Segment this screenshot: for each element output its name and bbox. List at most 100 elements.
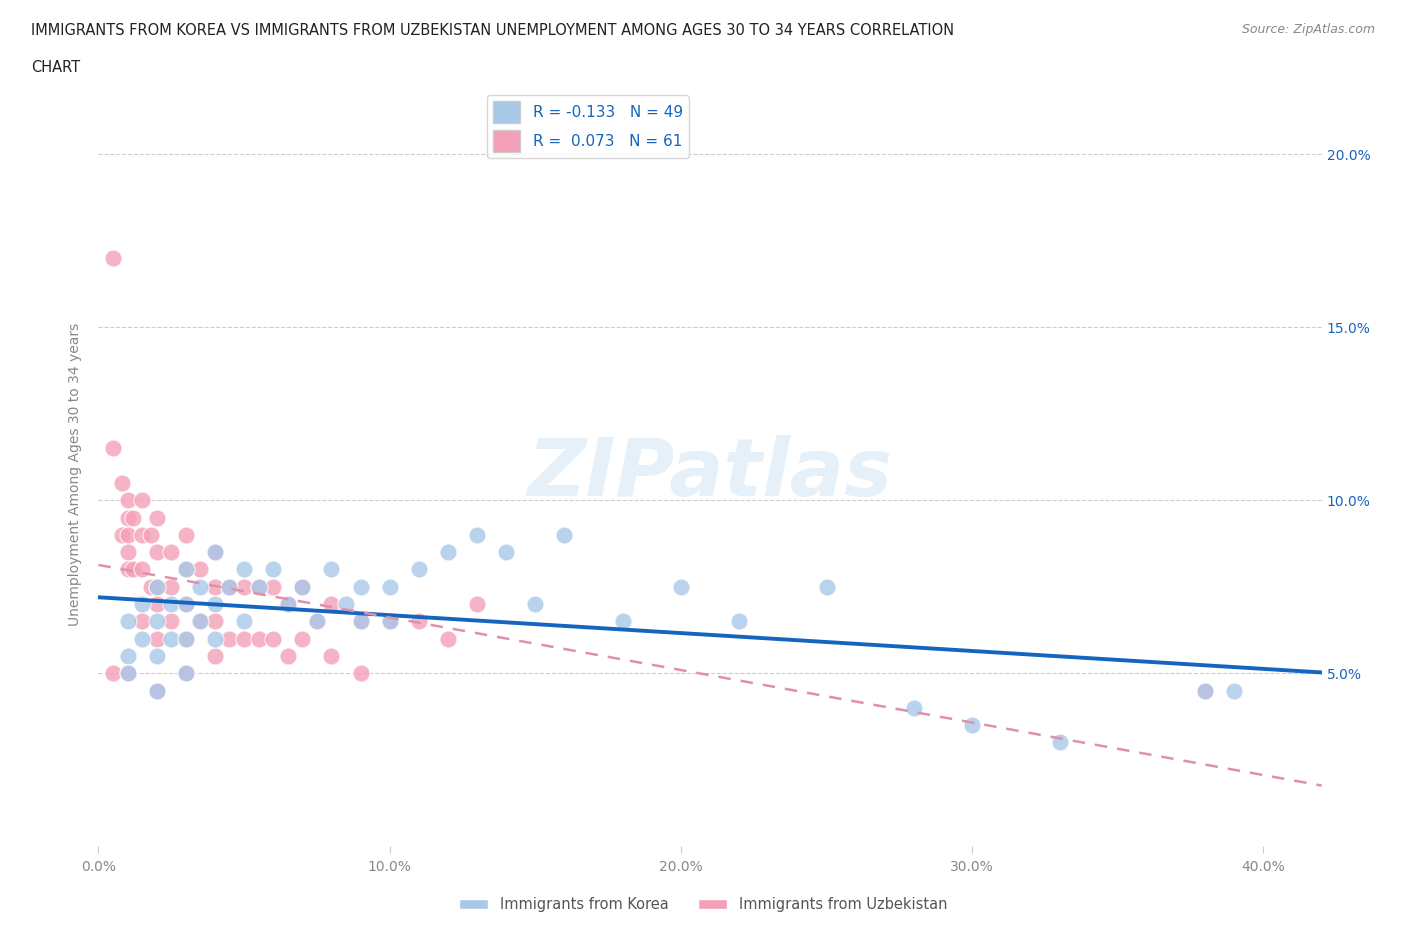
Point xyxy=(145,597,167,612)
Point xyxy=(174,666,197,681)
Point xyxy=(204,631,226,646)
Point xyxy=(117,666,139,681)
Point xyxy=(131,631,153,646)
Point xyxy=(349,614,371,629)
Point xyxy=(131,614,153,629)
Legend: Immigrants from Korea, Immigrants from Uzbekistan: Immigrants from Korea, Immigrants from U… xyxy=(453,891,953,918)
Point xyxy=(145,648,167,663)
Point xyxy=(524,597,547,612)
Point xyxy=(612,614,634,629)
Point xyxy=(145,545,167,560)
Point xyxy=(349,666,371,681)
Point xyxy=(101,441,124,456)
Point xyxy=(160,614,183,629)
Point xyxy=(247,631,270,646)
Text: IMMIGRANTS FROM KOREA VS IMMIGRANTS FROM UZBEKISTAN UNEMPLOYMENT AMONG AGES 30 T: IMMIGRANTS FROM KOREA VS IMMIGRANTS FROM… xyxy=(31,23,955,38)
Point xyxy=(305,614,328,629)
Point xyxy=(188,614,212,629)
Point xyxy=(145,684,167,698)
Point xyxy=(247,579,270,594)
Point xyxy=(291,631,314,646)
Point xyxy=(305,614,328,629)
Point xyxy=(815,579,838,594)
Point xyxy=(117,493,139,508)
Point xyxy=(1194,684,1216,698)
Point xyxy=(495,545,517,560)
Point xyxy=(160,597,183,612)
Point xyxy=(349,614,371,629)
Point xyxy=(291,579,314,594)
Point xyxy=(204,597,226,612)
Point xyxy=(437,631,460,646)
Point xyxy=(188,579,212,594)
Point xyxy=(145,579,167,594)
Point xyxy=(174,631,197,646)
Point xyxy=(262,562,284,577)
Point xyxy=(262,631,284,646)
Point xyxy=(131,527,153,542)
Point xyxy=(277,597,299,612)
Point xyxy=(117,545,139,560)
Point xyxy=(903,700,925,715)
Point xyxy=(111,527,134,542)
Point xyxy=(117,614,139,629)
Point xyxy=(465,597,488,612)
Point xyxy=(174,631,197,646)
Point xyxy=(321,648,343,663)
Text: CHART: CHART xyxy=(31,60,80,75)
Point xyxy=(277,648,299,663)
Point xyxy=(1194,684,1216,698)
Point xyxy=(122,562,145,577)
Point xyxy=(553,527,575,542)
Point xyxy=(218,579,240,594)
Point xyxy=(101,250,124,265)
Point xyxy=(122,511,145,525)
Point xyxy=(378,614,401,629)
Point xyxy=(291,579,314,594)
Point xyxy=(277,597,299,612)
Point xyxy=(131,493,153,508)
Point xyxy=(204,614,226,629)
Point xyxy=(145,684,167,698)
Point xyxy=(335,597,357,612)
Point xyxy=(174,527,197,542)
Point xyxy=(174,562,197,577)
Point xyxy=(117,511,139,525)
Point xyxy=(174,562,197,577)
Point xyxy=(218,631,240,646)
Point xyxy=(204,545,226,560)
Point xyxy=(111,475,134,490)
Point xyxy=(145,614,167,629)
Point xyxy=(139,527,162,542)
Point xyxy=(437,545,460,560)
Point xyxy=(465,527,488,542)
Point xyxy=(262,579,284,594)
Point xyxy=(145,631,167,646)
Point xyxy=(1049,735,1071,750)
Point xyxy=(349,579,371,594)
Point xyxy=(117,648,139,663)
Point xyxy=(218,579,240,594)
Point xyxy=(188,562,212,577)
Point xyxy=(233,579,256,594)
Point xyxy=(204,648,226,663)
Point xyxy=(960,718,983,733)
Point xyxy=(117,562,139,577)
Point xyxy=(233,614,256,629)
Point xyxy=(160,631,183,646)
Point xyxy=(233,631,256,646)
Point xyxy=(321,562,343,577)
Point xyxy=(728,614,751,629)
Point xyxy=(1223,684,1246,698)
Point xyxy=(117,666,139,681)
Point xyxy=(233,562,256,577)
Point xyxy=(408,562,430,577)
Legend: R = -0.133   N = 49, R =  0.073   N = 61: R = -0.133 N = 49, R = 0.073 N = 61 xyxy=(486,95,689,158)
Text: ZIPatlas: ZIPatlas xyxy=(527,435,893,513)
Point xyxy=(669,579,692,594)
Point xyxy=(204,579,226,594)
Point xyxy=(247,579,270,594)
Point xyxy=(204,545,226,560)
Point xyxy=(378,579,401,594)
Point xyxy=(101,666,124,681)
